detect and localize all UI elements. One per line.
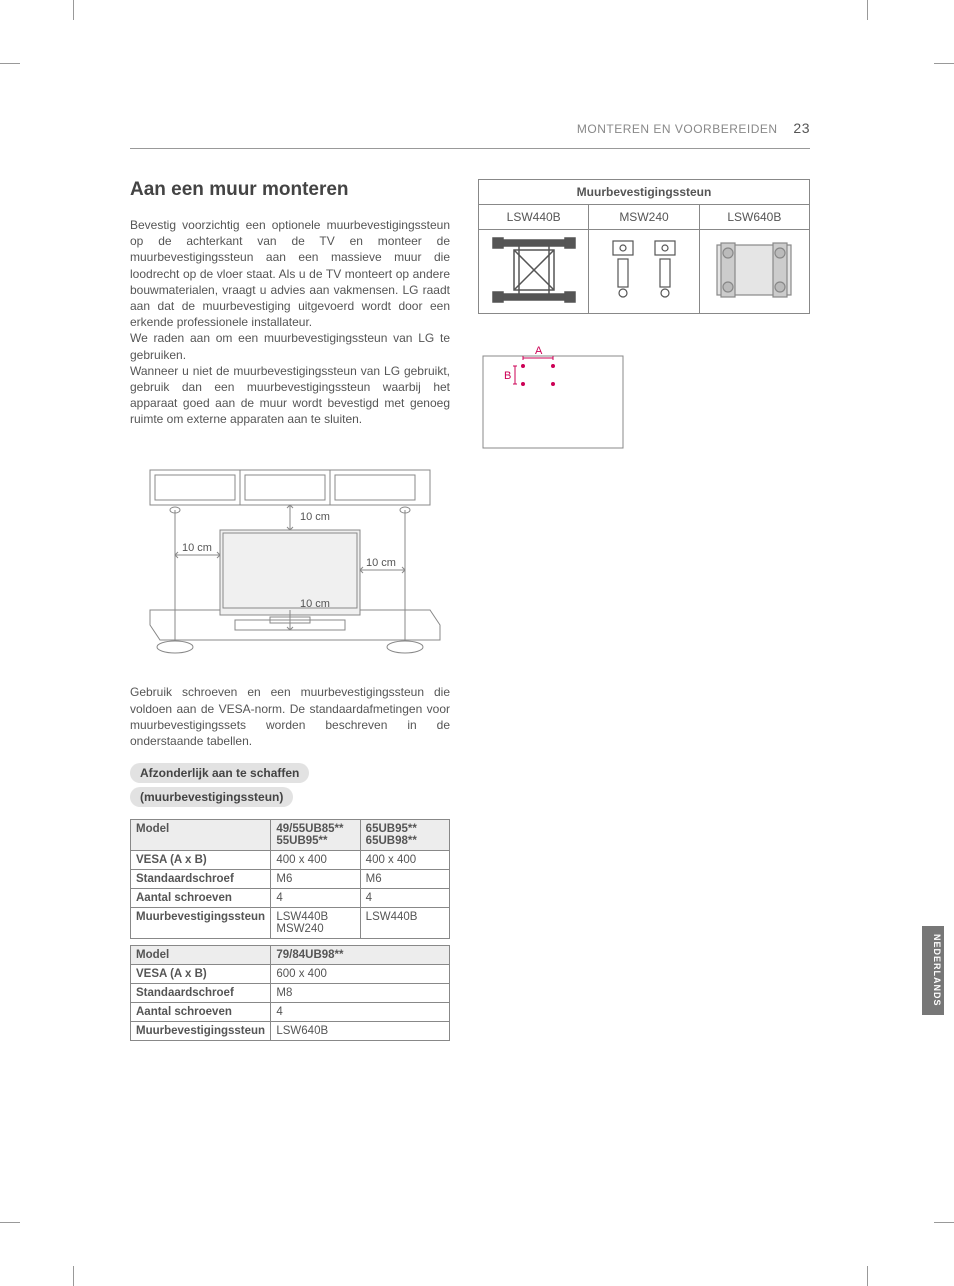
- section-name: MONTEREN EN VOORBEREIDEN: [577, 122, 778, 136]
- svg-text:A: A: [535, 345, 543, 357]
- bracket-icon-lsw640b: [709, 235, 799, 305]
- language-tab: NEDERLANDS: [922, 926, 944, 1015]
- svg-text:10 cm: 10 cm: [182, 542, 212, 554]
- svg-text:10 cm: 10 cm: [300, 511, 330, 523]
- vesa-diagram: A B: [478, 336, 628, 451]
- running-header: MONTEREN EN VOORBEREIDEN 23: [130, 120, 810, 136]
- page-number: 23: [793, 120, 810, 136]
- spec-table-2: Model 79/84UB98** VESA (A x B)600 x 400 …: [130, 945, 450, 1041]
- header-rule: [130, 148, 810, 149]
- after-diagram-text: Gebruik schroeven en een muurbevestiging…: [130, 684, 450, 749]
- svg-text:10 cm: 10 cm: [300, 598, 330, 610]
- intro-text: Bevestig voorzichtig een optionele muurb…: [130, 217, 450, 427]
- right-column: Muurbevestigingssteun LSW440B MSW240 LSW…: [478, 179, 810, 1041]
- pill-2: (muurbevestigingssteun): [130, 787, 293, 807]
- section-title: Aan een muur monteren: [130, 179, 450, 201]
- svg-text:B: B: [504, 370, 511, 382]
- bracket-icon-lsw440b: [489, 235, 579, 305]
- bracket-icon-msw240: [599, 235, 689, 305]
- clearance-diagram: 10 cm 10 cm 10 cm 10 cm: [130, 455, 450, 665]
- pill-group: Afzonderlijk aan te schaffen (muurbevest…: [130, 763, 450, 811]
- pill-1: Afzonderlijk aan te schaffen: [130, 763, 309, 783]
- svg-text:10 cm: 10 cm: [366, 557, 396, 569]
- spec-table-1: Model 49/55UB85** 55UB95** 65UB95** 65UB…: [130, 819, 450, 939]
- page-content: MONTEREN EN VOORBEREIDEN 23 Aan een muur…: [130, 120, 810, 1041]
- bracket-table: Muurbevestigingssteun LSW440B MSW240 LSW…: [478, 179, 810, 314]
- left-column: Aan een muur monteren Bevestig voorzicht…: [130, 179, 450, 1041]
